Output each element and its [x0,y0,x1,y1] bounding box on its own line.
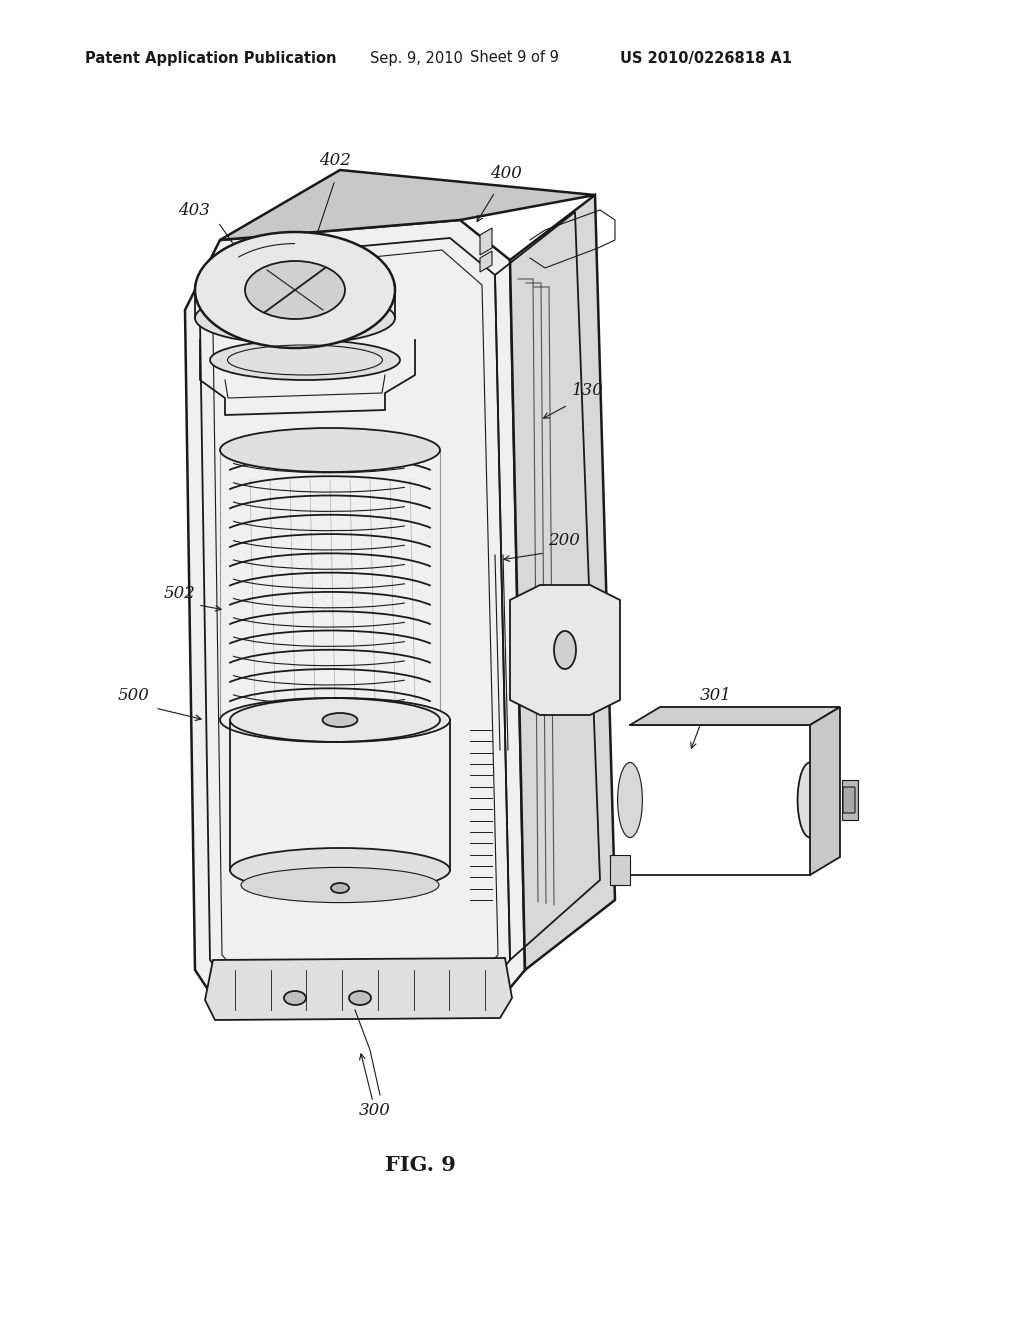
Ellipse shape [230,698,450,742]
Ellipse shape [195,232,395,348]
Text: FIG. 9: FIG. 9 [385,1155,456,1175]
Text: US 2010/0226818 A1: US 2010/0226818 A1 [620,50,792,66]
Polygon shape [220,170,595,240]
Text: 400: 400 [490,165,522,182]
Ellipse shape [241,867,439,903]
Polygon shape [630,708,840,725]
Ellipse shape [220,428,440,473]
Text: 130: 130 [572,381,604,399]
Text: 200: 200 [548,532,580,549]
Polygon shape [810,708,840,875]
Text: 403: 403 [178,202,210,219]
Ellipse shape [554,631,575,669]
Ellipse shape [195,292,395,345]
Text: 300: 300 [359,1102,391,1119]
Polygon shape [610,855,630,884]
Text: 500: 500 [118,686,150,704]
Ellipse shape [617,763,642,837]
Polygon shape [205,958,512,1020]
Ellipse shape [284,991,306,1005]
Polygon shape [510,195,615,970]
Ellipse shape [331,883,349,894]
Ellipse shape [349,991,371,1005]
Text: Sep. 9, 2010: Sep. 9, 2010 [370,50,463,66]
Ellipse shape [798,763,822,837]
Ellipse shape [323,713,357,727]
Text: Sheet 9 of 9: Sheet 9 of 9 [470,50,559,66]
Text: 402: 402 [319,152,351,169]
FancyBboxPatch shape [843,787,855,813]
Polygon shape [480,251,492,272]
Ellipse shape [210,341,400,380]
Ellipse shape [245,261,345,319]
Ellipse shape [230,847,450,892]
Text: Patent Application Publication: Patent Application Publication [85,50,337,66]
Polygon shape [480,228,492,255]
Text: 502: 502 [163,585,195,602]
Polygon shape [185,220,525,1001]
Text: 301: 301 [700,686,732,704]
Polygon shape [842,780,858,820]
Polygon shape [510,585,620,715]
